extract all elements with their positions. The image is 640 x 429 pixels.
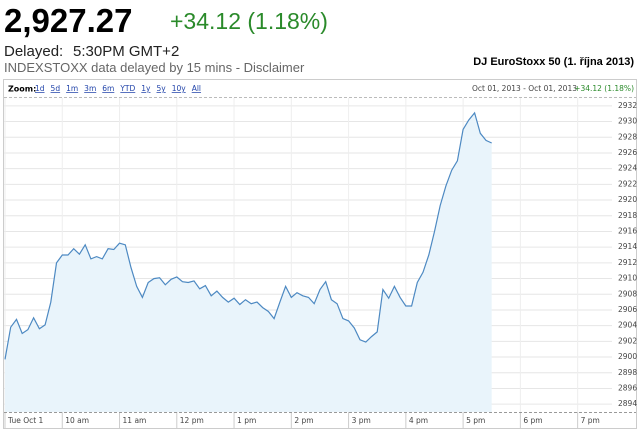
y-tick-label: 2916 [618,226,637,235]
zoom-label: Zoom: [8,85,36,94]
y-tick-label: 2932 [618,101,637,110]
y-tick-label: 2906 [618,305,637,314]
x-tick-label: Tue Oct 1 [7,416,44,425]
range-change: +34.12 (1.18%) [574,84,634,93]
y-tick-label: 2926 [618,148,637,157]
y-tick-label: 2920 [618,195,637,204]
x-tick-label: 12 pm [180,416,204,425]
x-tick-label: 10 am [65,416,89,425]
zoom-option[interactable]: 1d [35,84,45,93]
x-tick-label: 5 pm [466,416,485,425]
zoom-option[interactable]: 5d [51,84,61,93]
area-fill [5,112,492,413]
zoom-option[interactable]: 10y [172,84,187,93]
y-tick-label: 2912 [618,258,637,267]
x-tick-label: 1 pm [237,416,256,425]
y-tick-label: 2896 [618,383,637,392]
zoom-option[interactable]: 1m [66,84,78,93]
disclaimer[interactable]: INDEXSTOXX data delayed by 15 mins - Dis… [4,60,305,75]
zoom-option[interactable]: 3m [84,84,96,93]
price-line [4,111,492,360]
x-tick-label: 7 pm [581,416,600,425]
zoom-option[interactable]: 5y [157,84,167,93]
zoom-options: 1d 5d 1m 3m 6m YTD 1y 5y 10y All [35,84,201,93]
y-tick-label: 2930 [618,117,637,126]
y-tick-label: 2902 [618,336,637,345]
zoom-option[interactable]: 1y [141,84,151,93]
x-tick-label: 11 am [123,416,147,425]
x-tick-label: 4 pm [409,416,428,425]
y-tick-label: 2900 [618,352,637,361]
zoom-option[interactable]: 6m [102,84,114,93]
y-tick-label: 2898 [618,368,637,377]
x-tick-label: 3 pm [352,416,371,425]
price-change: +34.12 (1.18%) [170,8,328,34]
zoom-option[interactable]: All [192,84,201,93]
y-tick-label: 2918 [618,211,637,220]
delayed-time: 5:30PM GMT+2 [73,43,180,60]
y-tick-label: 2928 [618,132,637,141]
y-tick-label: 2904 [618,321,637,330]
y-tick-label: 2894 [618,399,637,408]
plot: 2894 2896 2898 2900 2902 2904 2906 2908 2910 2912… [4,98,637,428]
chart-name: DJ EuroStoxx 50 (1. října 2013) [473,56,634,68]
date-range: Oct 01, 2013 - Oct 01, 2013 [472,84,577,93]
delayed-label: Delayed: [4,43,64,60]
x-tick-label: 2 pm [294,416,313,425]
y-tick-label: 2908 [618,289,637,298]
x-tick-label: 6 pm [523,416,542,425]
price: 2,927.27 [4,2,133,39]
zoom-option[interactable]: YTD [119,84,135,93]
y-tick-label: 2910 [618,274,637,283]
y-tick-label: 2924 [618,164,637,173]
y-tick-label: 2914 [618,242,637,251]
y-tick-label: 2922 [618,179,637,188]
